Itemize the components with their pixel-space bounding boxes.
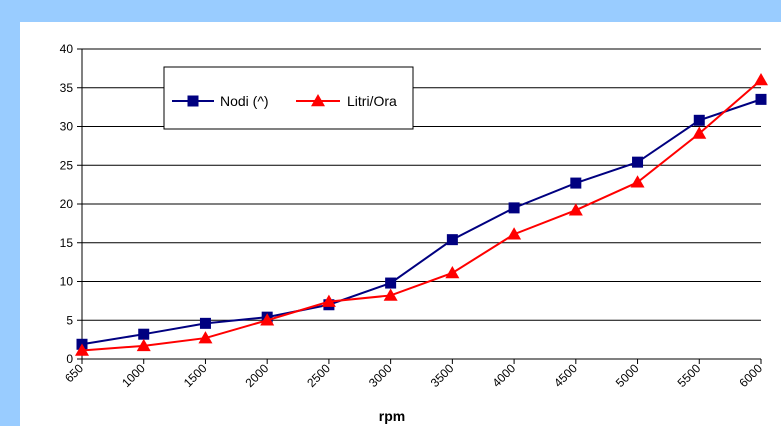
y-tick-label: 5 bbox=[66, 313, 73, 327]
data-point bbox=[754, 73, 768, 86]
data-point bbox=[570, 177, 582, 189]
y-tick-label: 10 bbox=[60, 275, 74, 289]
data-point bbox=[693, 114, 705, 126]
y-tick-label: 20 bbox=[60, 197, 74, 211]
y-tick-label: 30 bbox=[60, 120, 74, 134]
data-point bbox=[632, 156, 644, 168]
data-point bbox=[692, 126, 707, 139]
legend-item: Nodi (^) bbox=[172, 93, 269, 109]
series-line bbox=[81, 79, 762, 352]
series-2 bbox=[75, 73, 768, 356]
y-tick-label: 40 bbox=[60, 42, 74, 56]
y-tick-labels: 0 5 10 15 20 25 30 35 40 bbox=[60, 42, 74, 366]
y-tick-label: 0 bbox=[66, 352, 73, 366]
data-point bbox=[755, 93, 767, 105]
data-point bbox=[445, 265, 460, 279]
data-point bbox=[385, 277, 397, 289]
data-point bbox=[630, 175, 645, 188]
y-tick-label: 15 bbox=[60, 236, 74, 250]
legend: Nodi (^) Litri/Ora bbox=[163, 66, 414, 130]
data-point bbox=[136, 338, 151, 352]
data-point bbox=[568, 203, 583, 216]
data-point bbox=[321, 294, 336, 307]
legend-label: Litri/Ora bbox=[347, 93, 397, 109]
data-point bbox=[507, 227, 522, 240]
legend-label: Nodi (^) bbox=[220, 93, 269, 109]
legend-item: Litri/Ora bbox=[296, 93, 397, 109]
data-point bbox=[446, 234, 458, 246]
y-tick-label: 25 bbox=[60, 158, 74, 172]
data-point bbox=[508, 202, 520, 214]
x-axis-title: rpm bbox=[379, 408, 405, 424]
legend-box bbox=[163, 66, 414, 130]
data-point bbox=[138, 328, 150, 340]
legend-square-icon bbox=[187, 95, 199, 107]
series-line bbox=[81, 98, 762, 346]
legend-triangle-icon bbox=[311, 94, 325, 107]
data-point bbox=[383, 288, 398, 301]
y-tick-label: 35 bbox=[60, 81, 74, 95]
data-point bbox=[199, 317, 211, 329]
data-point bbox=[260, 313, 275, 326]
data-point bbox=[198, 331, 213, 344]
data-point bbox=[75, 343, 89, 356]
series bbox=[75, 73, 768, 356]
axes bbox=[77, 48, 762, 364]
